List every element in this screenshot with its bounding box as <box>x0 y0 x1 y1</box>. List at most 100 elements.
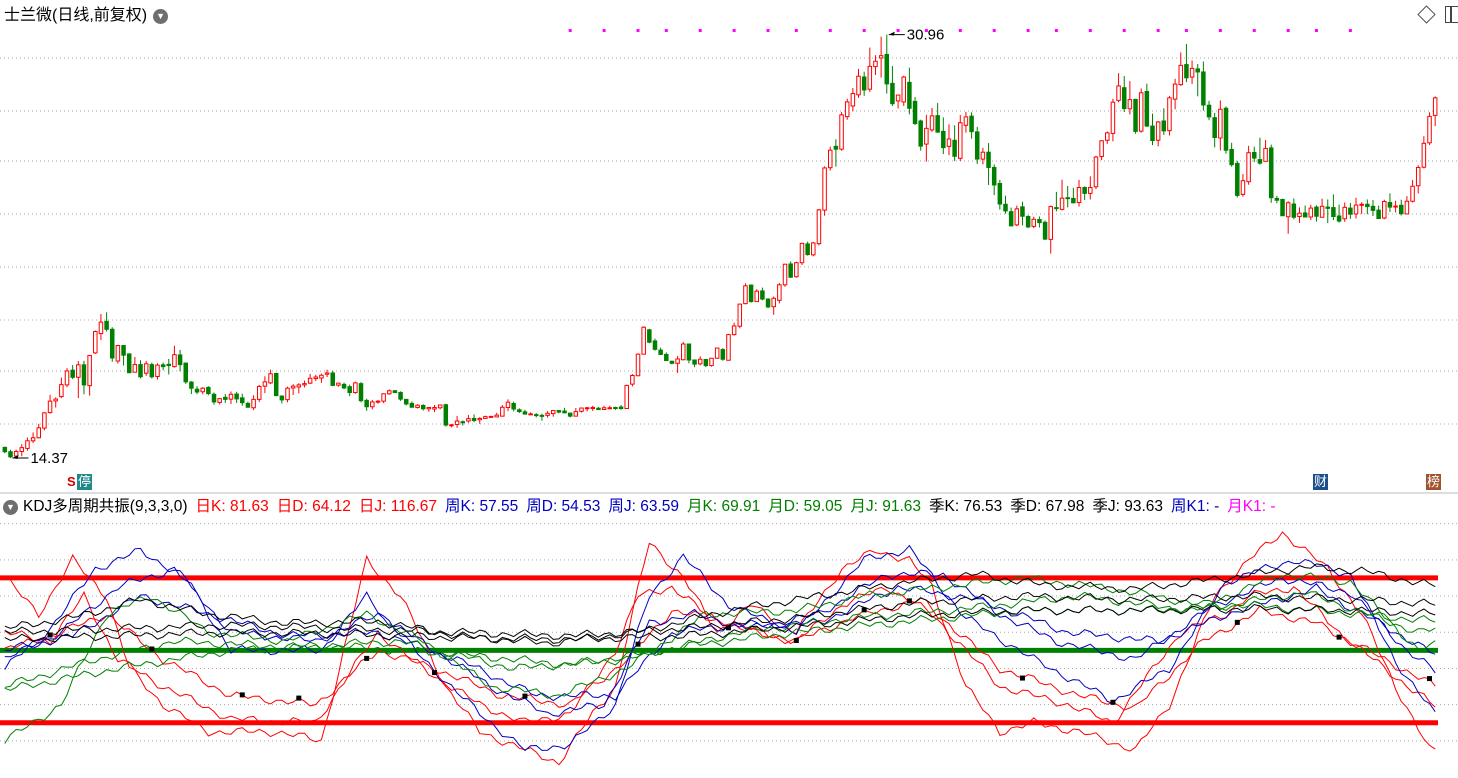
candle-up <box>963 116 969 126</box>
candle-up <box>381 393 386 402</box>
candle-up <box>302 383 307 386</box>
candle-down <box>692 359 697 365</box>
candle-down <box>1071 197 1076 204</box>
candle-up <box>53 398 58 402</box>
candle-down <box>1291 203 1297 218</box>
candle-up <box>579 407 584 412</box>
candle-down <box>664 353 669 362</box>
candle-down <box>121 345 126 356</box>
candle-down <box>81 364 87 386</box>
indicator-value: 月K: 69.91 <box>687 498 761 515</box>
candle-down <box>618 406 624 410</box>
candle-down <box>364 399 369 408</box>
kdj-marker <box>725 625 731 631</box>
indicator-value: 季D: 67.98 <box>1010 498 1085 515</box>
candle-down <box>1054 207 1059 210</box>
candle-down <box>991 166 997 186</box>
candle-down <box>166 363 172 367</box>
candle-up <box>1240 180 1246 195</box>
candle-up <box>946 138 952 147</box>
candle-up <box>64 370 70 386</box>
candle-down <box>194 388 200 393</box>
candle-down <box>1387 202 1393 208</box>
candle-down <box>2 446 8 453</box>
candle-up <box>217 398 222 403</box>
flag-bang[interactable]: 榜 <box>1426 474 1442 490</box>
indicator-dropdown-icon[interactable]: ▼ <box>3 499 18 515</box>
candle-down <box>805 243 810 256</box>
candle-down <box>460 421 466 424</box>
candle-down <box>223 396 228 400</box>
candle-down <box>974 131 980 160</box>
signal-dot <box>1088 29 1092 32</box>
candle-down <box>1161 120 1167 132</box>
candle-up <box>449 424 454 427</box>
candle-up <box>675 358 680 364</box>
candle-up <box>844 101 850 118</box>
candle-up <box>262 381 268 387</box>
candle-up <box>895 94 901 102</box>
signal-dot <box>992 29 996 32</box>
candle-up <box>929 115 935 131</box>
title-dropdown-icon[interactable]: ▼ <box>153 8 169 24</box>
candle-down <box>240 397 245 404</box>
candle-up <box>76 364 81 378</box>
candle-up <box>25 440 30 449</box>
candle-up <box>839 114 844 150</box>
candle-up <box>1189 67 1195 78</box>
signal-dot <box>896 29 900 32</box>
flag-ting[interactable]: 停 <box>77 474 93 490</box>
kdj-marker <box>364 655 370 661</box>
candle-up <box>794 262 799 278</box>
candle-down <box>907 81 912 109</box>
signal-dot <box>1348 29 1352 32</box>
candle-up <box>488 415 494 418</box>
candle-up <box>782 263 788 286</box>
candle-up <box>36 427 42 439</box>
candle-down <box>206 386 211 395</box>
candle-up <box>500 406 505 417</box>
indicator-value: 周K: 57.55 <box>445 498 519 515</box>
candle-down <box>279 395 285 401</box>
flag-s[interactable]: S <box>66 474 77 490</box>
candle-down <box>1150 125 1155 142</box>
kdj-grid <box>0 523 1458 742</box>
candle-down <box>1365 203 1370 208</box>
diamond-icon[interactable] <box>1417 5 1436 24</box>
candle-down <box>1348 207 1353 215</box>
candle-down <box>1376 209 1381 220</box>
candle-up <box>1427 115 1432 144</box>
candle-up <box>901 76 906 103</box>
candle-up <box>1432 97 1438 116</box>
candle-up <box>290 385 296 389</box>
candle-down <box>969 115 974 133</box>
candle-up <box>228 393 234 400</box>
candle-down <box>669 360 675 364</box>
candle-up <box>1359 203 1364 206</box>
flag-cai[interactable]: 财 <box>1313 474 1329 490</box>
signal-dot <box>1156 29 1160 32</box>
candle-up <box>432 407 437 410</box>
candle-down <box>1065 197 1070 200</box>
indicator-values: 日K: 81.63 日D: 64.12 日J: 116.67 周K: 57.55 周D:… <box>196 496 1284 518</box>
candle-down <box>1229 148 1234 166</box>
candle-up <box>873 60 878 68</box>
candle-up <box>1048 206 1053 240</box>
kdj-marker <box>1234 619 1240 625</box>
panel-toggle-icon[interactable] <box>1445 6 1458 23</box>
candle-up <box>1110 101 1116 134</box>
candle-up <box>822 167 827 211</box>
high-price-label: 30.96 <box>907 27 945 44</box>
candle-up <box>172 354 177 368</box>
indicator-value: 日D: 64.12 <box>276 498 351 515</box>
candle-up <box>1308 207 1314 218</box>
candle-down <box>861 76 867 91</box>
candle-up <box>1014 208 1020 226</box>
candle-up <box>115 345 121 362</box>
kdj-line <box>4 531 1436 766</box>
candle-up <box>1319 205 1325 218</box>
candle-up <box>1105 132 1110 141</box>
candle-up <box>98 321 104 335</box>
candle-up <box>624 384 629 410</box>
